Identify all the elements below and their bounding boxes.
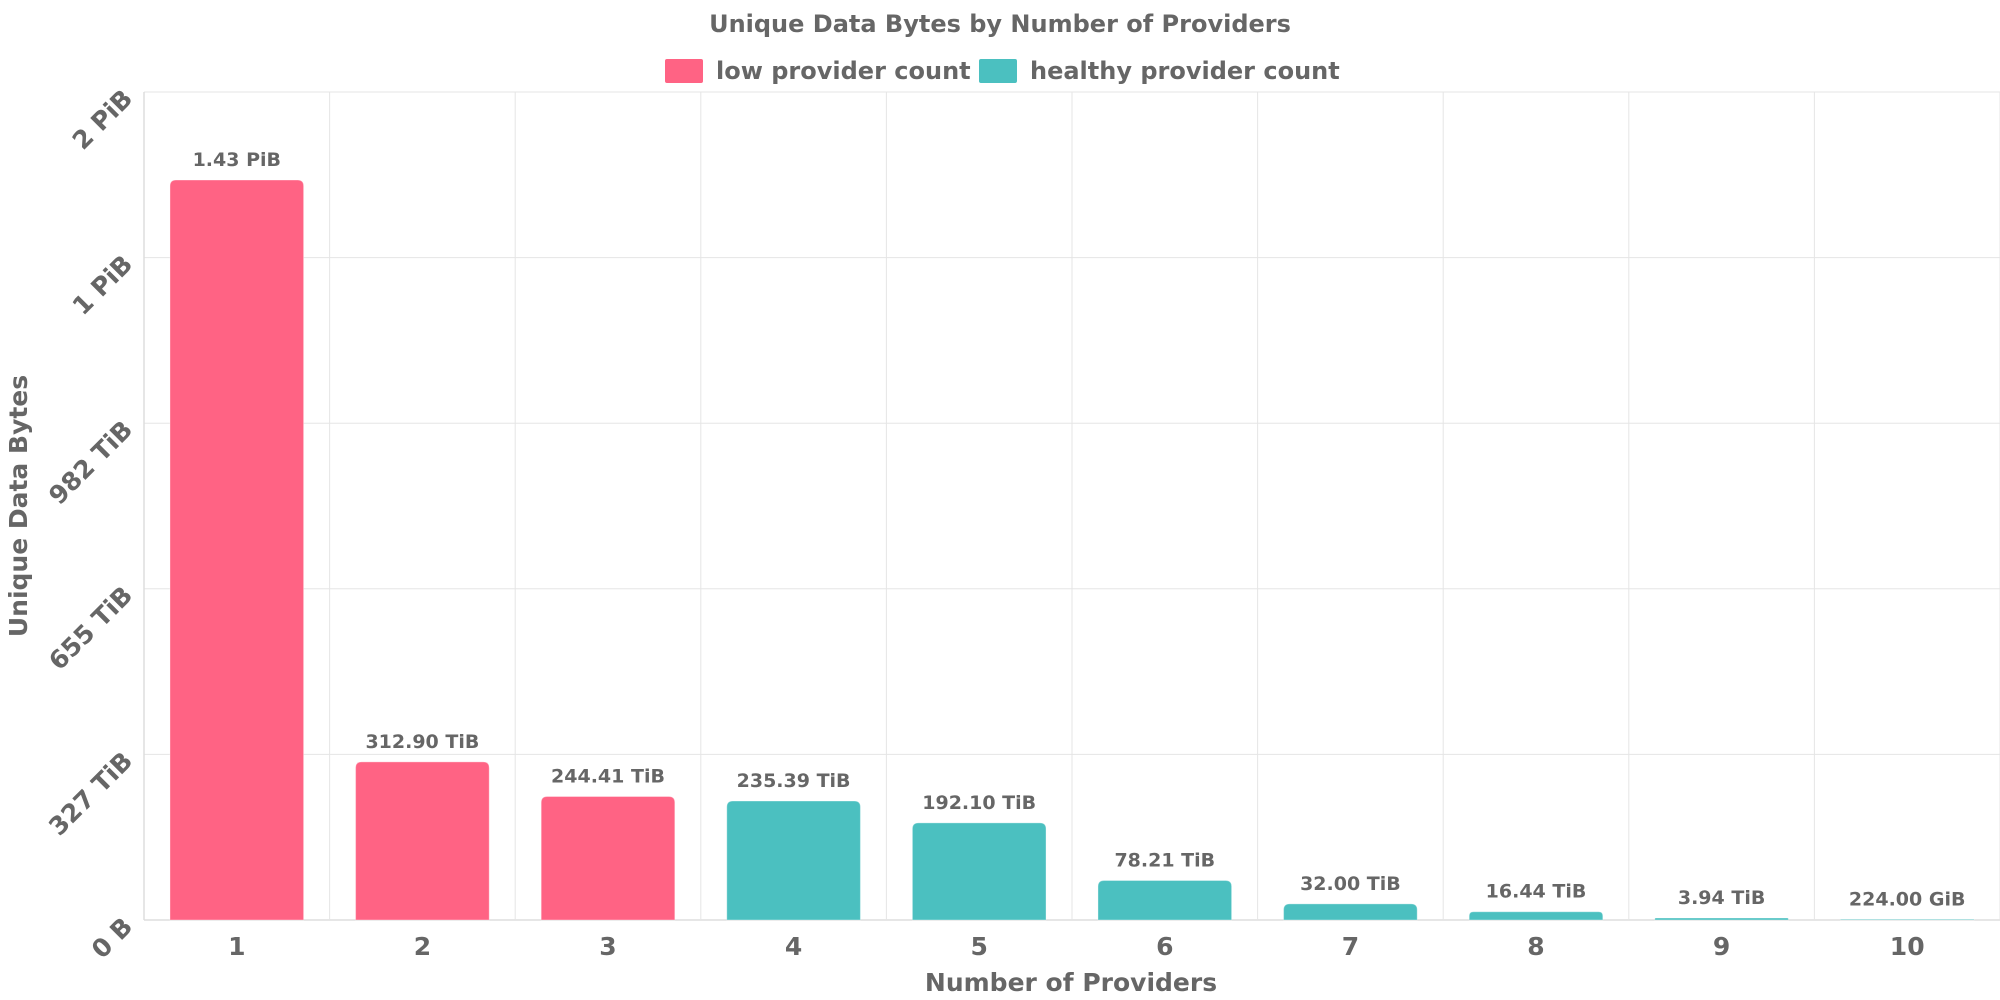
legend-swatch-healthy[interactable] — [979, 59, 1017, 83]
data-label-6: 78.21 TiB — [1114, 849, 1215, 871]
x-tick-6: 6 — [1156, 932, 1173, 961]
x-axis-title: Number of Providers — [925, 968, 1217, 997]
data-label-9: 3.94 TiB — [1678, 887, 1765, 909]
bar-5[interactable] — [911, 822, 1047, 921]
bar-1[interactable] — [169, 179, 305, 921]
data-label-10: 224.00 GiB — [1849, 888, 1966, 910]
y-tick-label: 1 PiB — [67, 249, 138, 320]
x-tick-9: 9 — [1713, 932, 1730, 961]
x-tick-10: 10 — [1890, 932, 1925, 961]
x-axis-ticks: 1 2 3 4 5 6 7 8 9 10 — [228, 932, 1925, 961]
x-tick-3: 3 — [599, 932, 616, 961]
y-tick-label: 327 TiB — [43, 746, 138, 841]
x-tick-2: 2 — [414, 932, 431, 961]
x-tick-4: 4 — [785, 932, 802, 961]
legend-label-low[interactable]: low provider count — [716, 57, 971, 85]
data-label-5: 192.10 TiB — [922, 792, 1036, 814]
data-label-3: 244.41 TiB — [551, 765, 665, 787]
bar-10[interactable] — [1839, 918, 1975, 921]
bar-8[interactable] — [1468, 911, 1604, 921]
bar-4[interactable] — [726, 800, 861, 921]
legend: low provider count healthy provider coun… — [665, 57, 1340, 85]
x-tick-5: 5 — [970, 932, 987, 961]
data-label-1: 1.43 PiB — [193, 149, 281, 171]
data-labels: 1.43 PiB 312.90 TiB 244.41 TiB 235.39 TiB 19… — [193, 149, 1966, 910]
x-tick-8: 8 — [1527, 932, 1544, 961]
chart-title: Unique Data Bytes by Number of Providers — [709, 10, 1291, 38]
bar-2[interactable] — [355, 761, 490, 921]
x-tick-7: 7 — [1342, 932, 1359, 961]
y-tick-label: 655 TiB — [43, 581, 138, 676]
data-label-4: 235.39 TiB — [737, 770, 851, 792]
bar-7[interactable] — [1283, 903, 1418, 921]
grid — [143, 91, 2000, 921]
legend-label-healthy[interactable]: healthy provider count — [1030, 57, 1340, 85]
data-label-2: 312.90 TiB — [365, 731, 479, 753]
bar-6[interactable] — [1097, 879, 1233, 921]
y-tick-label: 0 B — [86, 912, 138, 964]
y-tick-label: 982 TiB — [43, 415, 138, 510]
bar-9[interactable] — [1654, 917, 1789, 921]
bars — [169, 179, 1975, 921]
data-label-8: 16.44 TiB — [1486, 881, 1587, 903]
data-label-7: 32.00 TiB — [1300, 873, 1401, 895]
y-axis-ticks: 0 B 327 TiB 655 TiB 982 TiB 1 PiB 2 PiB — [43, 84, 138, 964]
x-tick-1: 1 — [228, 932, 245, 961]
bar-3[interactable] — [540, 795, 676, 921]
y-axis-title: Unique Data Bytes — [4, 375, 33, 637]
legend-swatch-low[interactable] — [665, 59, 703, 83]
y-tick-label: 2 PiB — [67, 84, 138, 155]
